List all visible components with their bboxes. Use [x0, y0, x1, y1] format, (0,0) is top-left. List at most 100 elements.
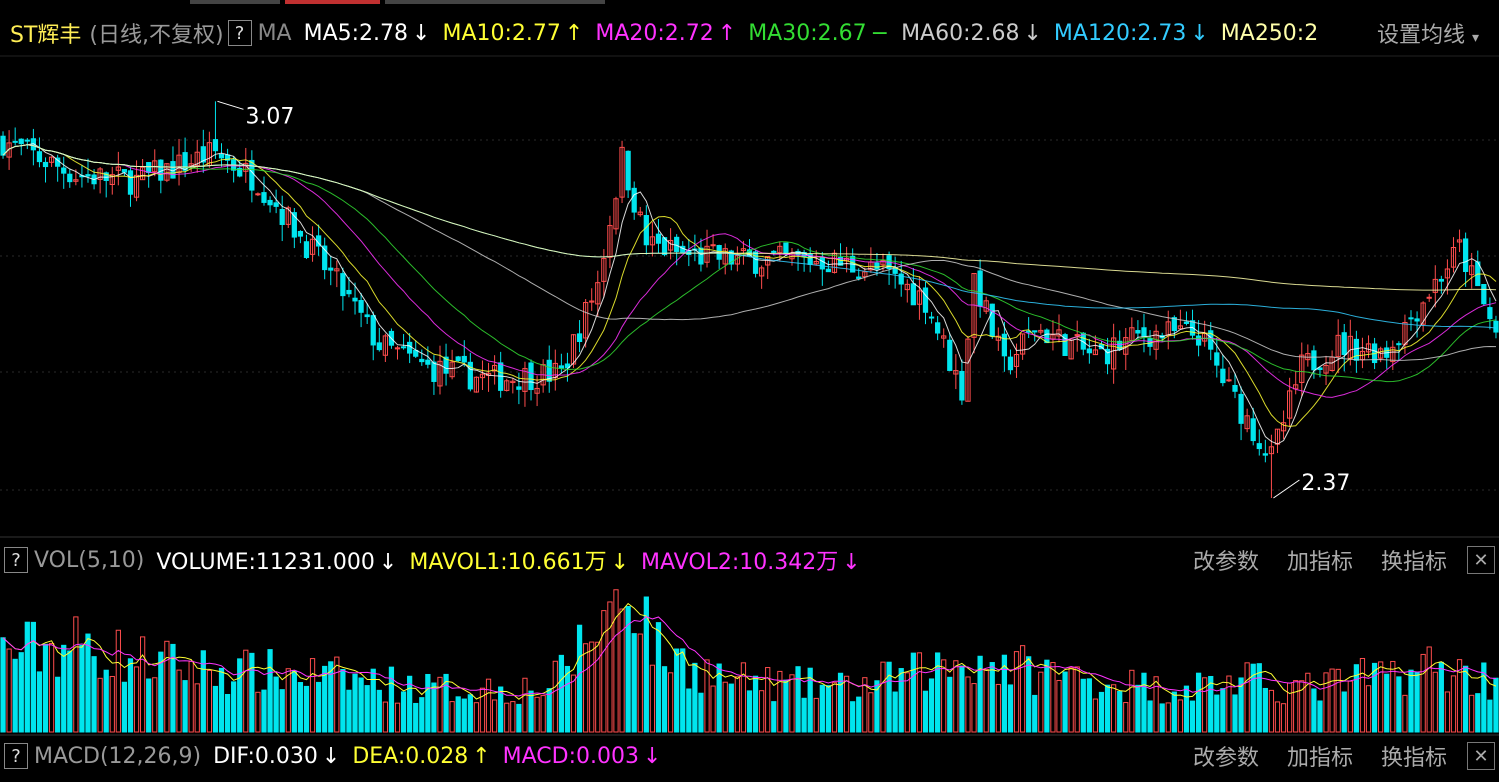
volume-bar: [224, 693, 231, 733]
volume-bar: [1159, 703, 1165, 733]
candle-body: [831, 252, 838, 273]
volume-bar: [789, 674, 795, 733]
volume-bar: [528, 690, 534, 733]
candle-body: [898, 273, 904, 285]
volume-bar: [1062, 671, 1068, 733]
volume-bar: [1274, 701, 1281, 733]
change-params-button[interactable]: 改参数: [1192, 746, 1259, 771]
close-icon[interactable]: ✕: [1467, 546, 1495, 574]
volume-bar: [158, 651, 164, 733]
volume-bar: [1183, 685, 1190, 733]
macd-header: ? MACD(12,26,9) DIF:0.030 ↓ DEA:0.028 ↑ MACD…: [0, 736, 1499, 776]
volume-bar: [1068, 667, 1074, 733]
volume-bar: [170, 643, 176, 733]
volume-bar: [740, 662, 747, 733]
volume-bar: [212, 685, 219, 733]
volume-bar: [1420, 653, 1426, 733]
candle-body: [328, 267, 334, 271]
volume-bar: [1177, 699, 1184, 733]
candle-body: [710, 244, 716, 247]
volume-bar: [1456, 659, 1463, 733]
volume-bar: [752, 675, 759, 733]
candle-body: [989, 303, 995, 337]
volume-bar: [473, 702, 480, 733]
volume-bar: [67, 650, 73, 733]
volume-bar: [1341, 691, 1347, 733]
candle-body: [1104, 348, 1111, 365]
candle-body: [182, 152, 188, 171]
help-icon[interactable]: ?: [4, 743, 28, 769]
help-icon[interactable]: ?: [227, 20, 252, 46]
candle-body: [880, 260, 886, 266]
volume-bar: [674, 648, 680, 733]
volume-bar: [880, 661, 886, 733]
candle-body: [437, 360, 443, 387]
candle-body: [643, 215, 649, 246]
switch-indicator-button[interactable]: 换指标: [1380, 746, 1447, 771]
volume-bar: [886, 661, 892, 733]
candle-body: [1293, 384, 1299, 390]
add-indicator-button[interactable]: 加指标: [1286, 746, 1353, 771]
candle-body: [291, 212, 297, 238]
settings-ma-button[interactable]: 设置均线 ▾: [1372, 17, 1479, 49]
candle-body: [1493, 320, 1499, 333]
volume-bar: [1390, 660, 1396, 733]
switch-indicator-button[interactable]: 换指标: [1380, 550, 1447, 575]
volume-bar: [595, 641, 601, 733]
volume-bar: [1001, 654, 1008, 733]
candle-body: [1414, 318, 1420, 322]
candle-body: [965, 338, 971, 402]
candle-body: [491, 364, 498, 372]
volume-bar: [716, 663, 722, 733]
ma-item-2: MA20:2.72 ↑: [595, 21, 736, 46]
candle-body: [1335, 334, 1341, 358]
volume-bar: [1026, 656, 1032, 733]
volume-bar: [1056, 679, 1062, 733]
volume-bar: [139, 636, 146, 733]
volume-bar: [759, 690, 765, 733]
close-icon[interactable]: ✕: [1467, 742, 1495, 770]
candle-body: [619, 146, 625, 198]
volume-bar: [461, 698, 467, 733]
candle-body: [777, 245, 783, 254]
macd-item-value: MACD:0.003: [502, 743, 639, 769]
help-icon[interactable]: ?: [4, 547, 28, 573]
volume-bar: [540, 695, 546, 733]
ma-item-arrow-icon: ↓: [412, 20, 431, 46]
volume-bar: [352, 673, 358, 733]
ma-items: MA5:2.78 ↓ MA10:2.77 ↑ MA20:2.72 ↑ MA30:2.67− M…: [304, 21, 1331, 46]
candle-body: [164, 163, 170, 181]
candle-body: [558, 365, 564, 369]
change-params-button[interactable]: 改参数: [1192, 550, 1259, 575]
candle-body: [631, 187, 637, 213]
candle-body: [1056, 329, 1062, 337]
candle-body: [904, 283, 910, 291]
volume-bar: [24, 621, 30, 733]
volume-bar: [303, 685, 310, 733]
volume-bar: [813, 697, 819, 733]
volume-bar: [443, 673, 449, 733]
volume-bar: [85, 633, 91, 733]
candle-body: [1171, 317, 1177, 332]
volume-bar: [1147, 700, 1153, 733]
candle-body: [297, 230, 304, 237]
candle-body: [1074, 334, 1080, 337]
volume-bar: [1414, 671, 1420, 733]
candle-body: [1487, 307, 1493, 320]
candle-body: [1426, 296, 1432, 299]
volume-bar: [1256, 663, 1262, 733]
candle-body: [340, 273, 346, 297]
candle-body: [837, 256, 844, 266]
candle-body: [1177, 325, 1184, 330]
candle-body: [516, 386, 522, 390]
volume-bar: [388, 666, 395, 733]
volume-bar: [801, 697, 807, 733]
ma20-line: [2, 144, 1497, 398]
macd-item-2: MACD:0.003 ↓: [503, 744, 662, 769]
volume-bar: [1396, 676, 1402, 733]
candle-body: [1396, 343, 1402, 346]
volume-bar: [1353, 664, 1360, 733]
candle-body: [722, 248, 728, 265]
add-indicator-button[interactable]: 加指标: [1286, 550, 1353, 575]
